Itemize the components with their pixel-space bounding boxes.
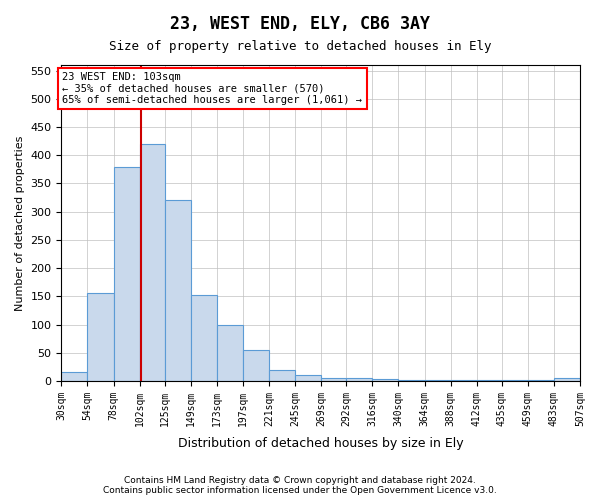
Text: 23, WEST END, ELY, CB6 3AY: 23, WEST END, ELY, CB6 3AY xyxy=(170,15,430,33)
Bar xyxy=(269,370,295,381)
Text: 23 WEST END: 103sqm
← 35% of detached houses are smaller (570)
65% of semi-detac: 23 WEST END: 103sqm ← 35% of detached ho… xyxy=(62,72,362,105)
Bar xyxy=(425,380,451,381)
Bar xyxy=(373,379,398,381)
Bar xyxy=(502,380,528,381)
Bar xyxy=(88,294,113,381)
Y-axis label: Number of detached properties: Number of detached properties xyxy=(15,136,25,310)
Bar xyxy=(61,372,88,381)
Bar xyxy=(346,378,373,381)
Bar xyxy=(164,200,191,381)
X-axis label: Distribution of detached houses by size in Ely: Distribution of detached houses by size … xyxy=(178,437,464,450)
Bar xyxy=(217,324,243,381)
Bar xyxy=(243,350,269,381)
Bar xyxy=(451,380,477,381)
Bar xyxy=(321,378,346,381)
Bar xyxy=(477,380,502,381)
Bar xyxy=(528,380,554,381)
Bar xyxy=(554,378,580,381)
Bar xyxy=(191,294,217,381)
Bar xyxy=(140,144,164,381)
Bar xyxy=(398,380,425,381)
Bar xyxy=(113,166,140,381)
Bar xyxy=(295,376,321,381)
Text: Contains HM Land Registry data © Crown copyright and database right 2024.
Contai: Contains HM Land Registry data © Crown c… xyxy=(103,476,497,495)
Text: Size of property relative to detached houses in Ely: Size of property relative to detached ho… xyxy=(109,40,491,53)
